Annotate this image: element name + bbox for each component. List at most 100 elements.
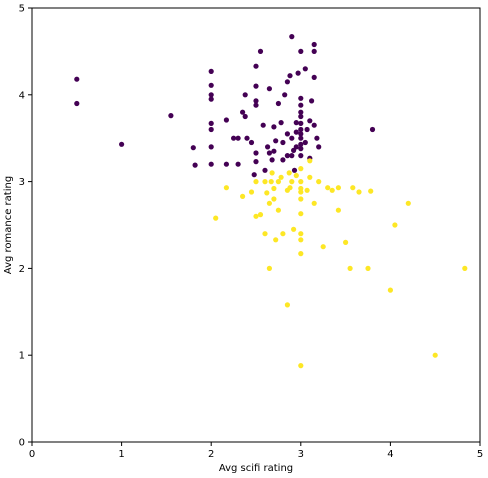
data-point [311, 41, 317, 48]
data-point [343, 239, 349, 245]
data-point [280, 139, 286, 146]
data-point [298, 231, 304, 237]
data-point [275, 179, 281, 185]
data-point [280, 231, 286, 237]
data-point [298, 211, 304, 217]
data-point [293, 120, 299, 126]
data-point [298, 113, 304, 120]
y-tick-label: 2 [19, 264, 25, 275]
data-point [262, 179, 268, 185]
x-axis-label: Avg scifi rating [219, 463, 293, 474]
plot-frame [31, 7, 481, 443]
x-tick-label: 5 [477, 449, 483, 460]
data-point [257, 48, 264, 55]
data-point [302, 139, 308, 146]
data-point [365, 265, 371, 271]
data-point [311, 74, 317, 80]
data-point [273, 237, 279, 243]
data-point [275, 100, 281, 107]
data-point [284, 79, 290, 85]
data-point [253, 98, 259, 104]
data-point [309, 98, 315, 104]
data-point [208, 82, 214, 88]
data-point [242, 92, 248, 98]
data-point [262, 231, 268, 237]
data-point [298, 196, 304, 202]
data-point [298, 126, 304, 133]
data-point [74, 100, 80, 107]
x-tick-label: 3 [298, 449, 304, 460]
data-point [307, 118, 313, 124]
data-point [298, 179, 304, 185]
data-point [119, 141, 125, 147]
data-point [223, 185, 229, 191]
data-point [293, 144, 299, 150]
data-point [295, 70, 301, 76]
data-point [266, 265, 272, 271]
data-point [298, 102, 304, 108]
data-point [350, 185, 356, 191]
y-axis-label: Avg romance rating [3, 176, 14, 274]
data-point [268, 179, 274, 185]
data-point [298, 251, 304, 257]
data-point [260, 122, 266, 128]
data-point [289, 135, 295, 141]
plot-background [32, 8, 480, 442]
data-point [266, 86, 272, 92]
data-point [253, 150, 259, 156]
data-point [253, 159, 259, 165]
data-point [190, 145, 196, 151]
data-point [208, 161, 214, 167]
data-point [253, 213, 259, 219]
data-point [298, 135, 304, 141]
data-point [293, 172, 299, 179]
data-point [368, 188, 374, 194]
data-point [314, 135, 320, 141]
data-point [287, 73, 293, 79]
data-point [298, 141, 304, 147]
data-point [304, 126, 310, 133]
x-tick-label: 1 [118, 449, 124, 460]
data-point [347, 265, 353, 271]
data-point [231, 135, 237, 141]
data-point [269, 170, 275, 176]
data-point [311, 122, 317, 128]
x-tick-label: 2 [208, 449, 214, 460]
data-point [293, 129, 299, 135]
data-point [282, 92, 288, 98]
data-point [307, 158, 313, 164]
data-point [369, 126, 376, 133]
data-point [223, 161, 229, 167]
data-point [392, 222, 398, 228]
data-point [316, 144, 322, 150]
data-point [257, 212, 264, 218]
data-point [387, 287, 393, 293]
data-point [208, 96, 214, 102]
data-point [253, 83, 259, 89]
data-point [273, 138, 279, 144]
data-point [289, 179, 295, 185]
data-point [335, 185, 341, 191]
data-point [264, 190, 270, 196]
data-point [298, 153, 304, 159]
data-point [253, 63, 259, 69]
data-point [302, 66, 308, 72]
data-point [271, 185, 277, 192]
data-point [298, 166, 304, 172]
data-point [74, 76, 80, 82]
plot-area [31, 7, 481, 443]
data-point [329, 187, 335, 193]
data-point [298, 95, 304, 101]
data-point [262, 167, 268, 173]
data-point [284, 131, 290, 137]
data-point [284, 153, 290, 159]
data-point [208, 126, 214, 133]
y-tick-label: 1 [19, 351, 25, 362]
data-point [311, 200, 317, 206]
data-point [269, 157, 275, 163]
data-point [291, 167, 298, 173]
data-point [298, 146, 304, 152]
data-point [248, 189, 255, 195]
data-point [356, 189, 362, 195]
